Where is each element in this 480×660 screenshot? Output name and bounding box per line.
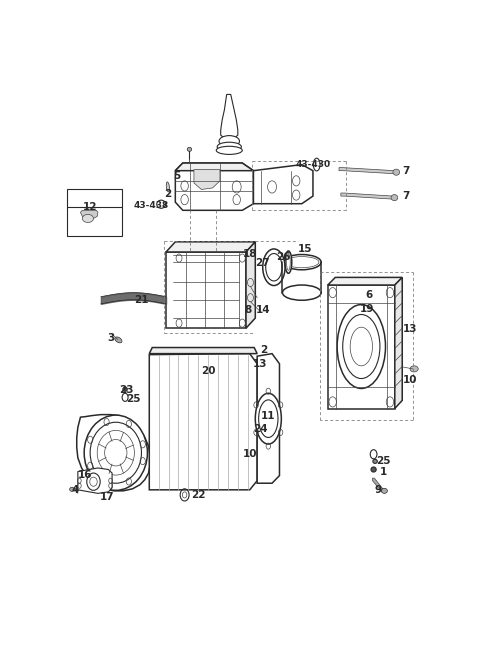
Text: 2: 2 (260, 345, 267, 354)
Text: 7: 7 (402, 191, 409, 201)
Polygon shape (246, 242, 255, 328)
Ellipse shape (382, 488, 387, 494)
Ellipse shape (285, 251, 292, 273)
Text: 23: 23 (119, 385, 133, 395)
Ellipse shape (371, 467, 376, 472)
Polygon shape (221, 94, 238, 139)
Text: 19: 19 (360, 304, 374, 314)
Ellipse shape (263, 249, 285, 286)
Text: 11: 11 (260, 411, 275, 420)
Polygon shape (395, 277, 402, 409)
Polygon shape (149, 354, 257, 490)
Polygon shape (78, 468, 112, 494)
Text: 14: 14 (255, 306, 270, 315)
Text: 17: 17 (99, 492, 114, 502)
Ellipse shape (373, 459, 377, 463)
Text: 13: 13 (253, 359, 267, 369)
Ellipse shape (115, 337, 122, 343)
Polygon shape (175, 163, 253, 211)
Text: 20: 20 (202, 366, 216, 376)
Ellipse shape (219, 135, 240, 147)
Text: 26: 26 (276, 252, 290, 262)
Text: 7: 7 (402, 166, 409, 176)
Text: 10: 10 (402, 375, 417, 385)
Text: 4: 4 (71, 485, 79, 495)
Text: 10: 10 (242, 449, 257, 459)
Text: 12: 12 (83, 202, 98, 213)
Polygon shape (73, 488, 78, 494)
Ellipse shape (216, 147, 242, 154)
Polygon shape (372, 478, 384, 492)
Text: 2: 2 (164, 189, 171, 199)
Text: 3: 3 (108, 333, 115, 343)
Polygon shape (339, 168, 395, 174)
Bar (67, 189, 122, 236)
Ellipse shape (166, 182, 169, 192)
Text: 15: 15 (298, 244, 313, 255)
Ellipse shape (217, 142, 241, 151)
Ellipse shape (391, 195, 398, 201)
Polygon shape (194, 170, 220, 189)
Polygon shape (175, 163, 253, 171)
Polygon shape (166, 252, 246, 328)
Text: 27: 27 (255, 258, 270, 268)
Ellipse shape (157, 200, 166, 209)
Text: 21: 21 (134, 295, 149, 306)
Polygon shape (149, 348, 257, 354)
Text: 13: 13 (402, 324, 417, 334)
Ellipse shape (282, 255, 321, 270)
Polygon shape (166, 242, 255, 252)
Ellipse shape (282, 285, 321, 300)
Text: 6: 6 (365, 290, 372, 300)
Polygon shape (77, 414, 150, 491)
Text: 25: 25 (126, 395, 140, 405)
Polygon shape (328, 285, 395, 409)
Polygon shape (257, 354, 279, 483)
Ellipse shape (187, 147, 192, 151)
Ellipse shape (337, 304, 385, 389)
Text: 22: 22 (191, 490, 205, 500)
Ellipse shape (313, 158, 320, 171)
Text: 16: 16 (78, 469, 93, 480)
Text: 5: 5 (174, 171, 181, 181)
Polygon shape (253, 164, 313, 204)
Polygon shape (81, 211, 98, 218)
Text: 18: 18 (242, 249, 257, 259)
Text: 9: 9 (374, 485, 382, 495)
Ellipse shape (84, 415, 147, 490)
Ellipse shape (410, 366, 418, 372)
Text: 8: 8 (244, 306, 252, 315)
Ellipse shape (70, 487, 74, 491)
Ellipse shape (393, 169, 400, 176)
Polygon shape (328, 277, 402, 285)
Text: 43-438: 43-438 (133, 201, 169, 210)
Ellipse shape (83, 214, 94, 222)
Text: 43-430: 43-430 (295, 160, 331, 169)
Ellipse shape (123, 387, 127, 391)
Polygon shape (341, 193, 393, 199)
Ellipse shape (255, 393, 281, 444)
Text: 1: 1 (380, 467, 387, 477)
Text: 25: 25 (376, 456, 391, 467)
Text: 24: 24 (253, 424, 268, 434)
